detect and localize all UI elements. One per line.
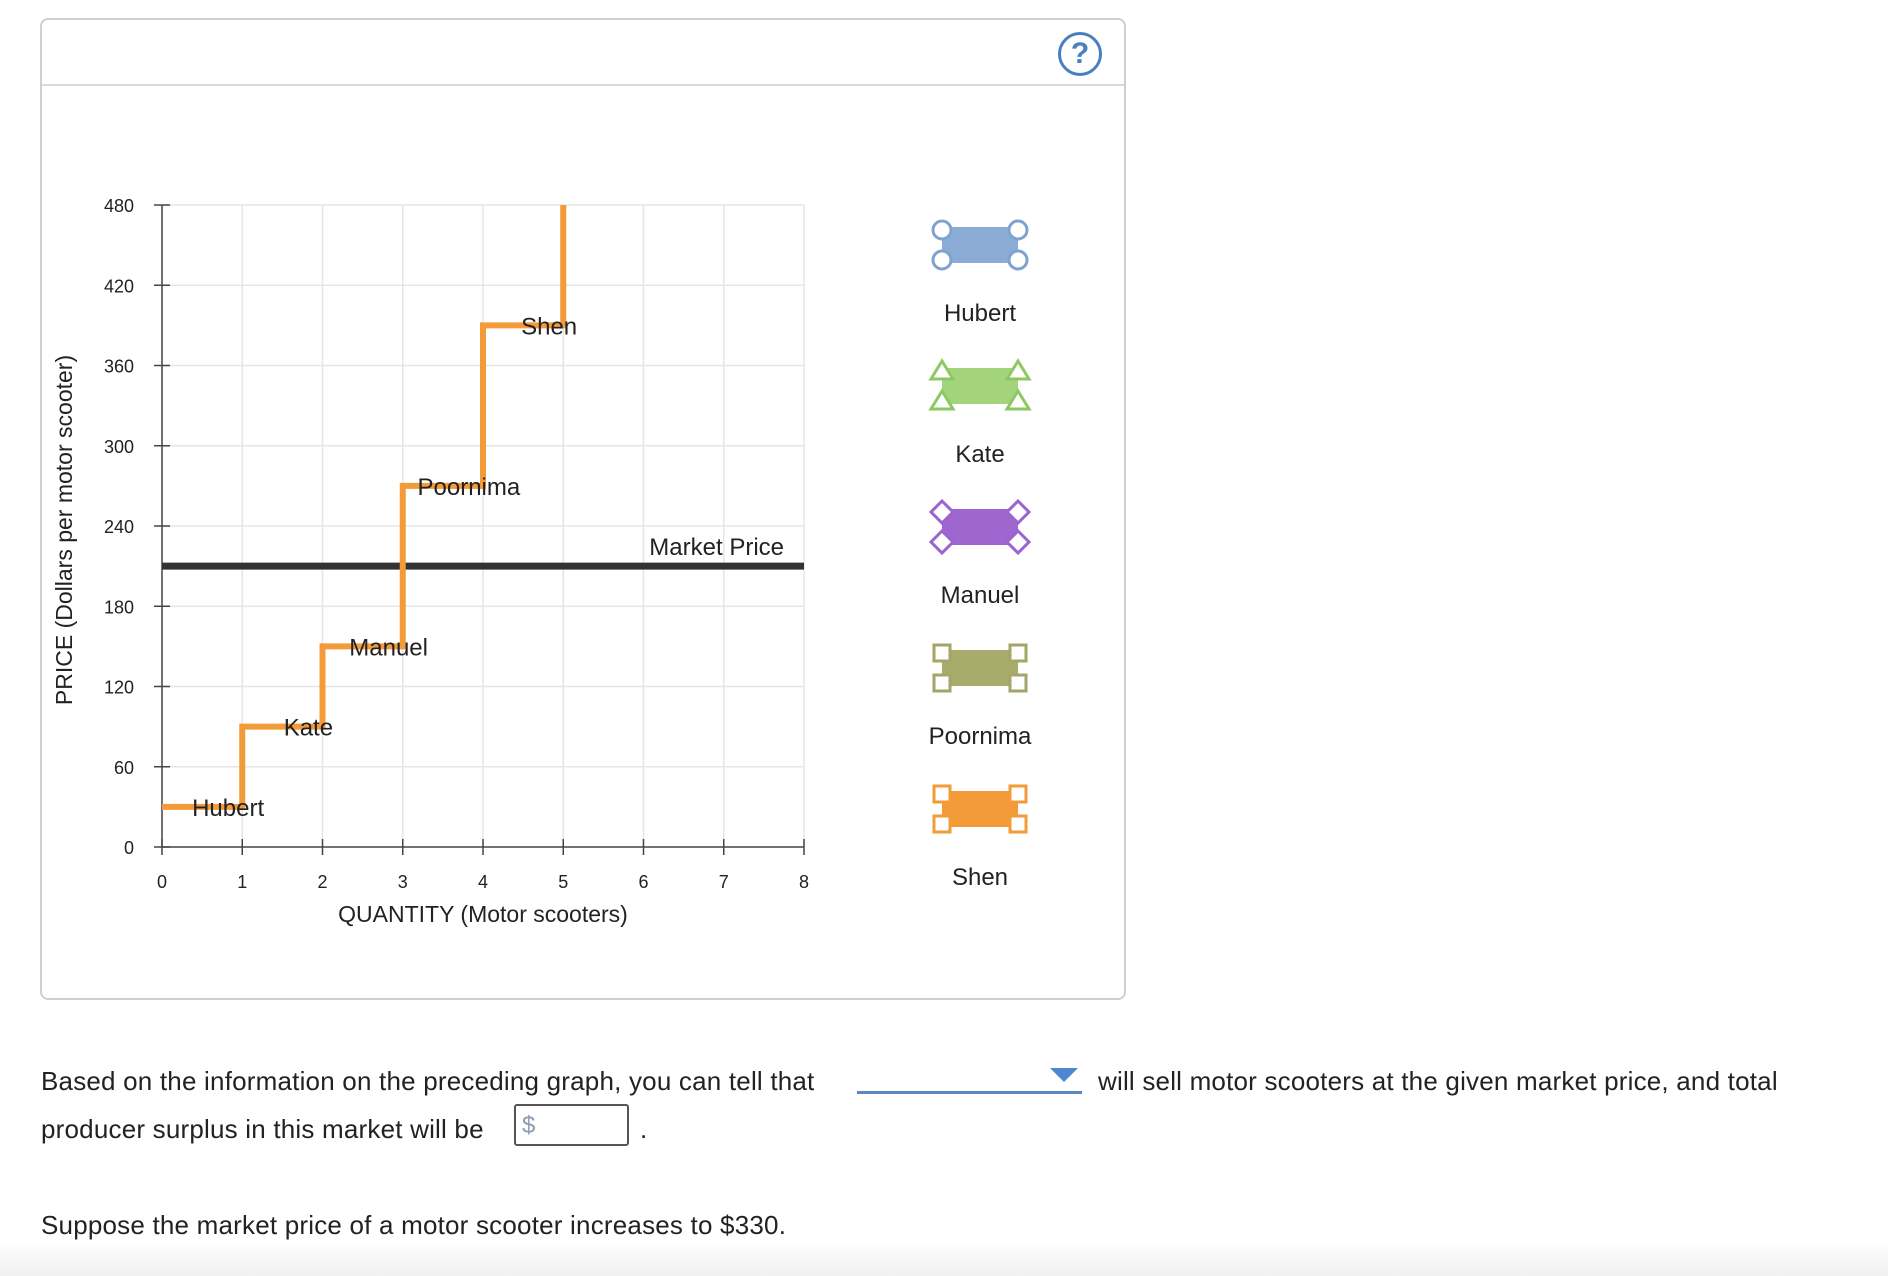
legend-marker-triangle (1004, 358, 1032, 381)
y-tick-label: 60 (114, 758, 134, 778)
y-tick-label: 480 (104, 196, 134, 216)
legend-marker-square (1008, 814, 1028, 834)
x-tick-label: 3 (398, 872, 408, 892)
dollar-sign: $ (522, 1112, 536, 1139)
legend-swatch (942, 227, 1018, 263)
legend-label: Shen (952, 864, 1008, 891)
legend-swatch (942, 791, 1018, 827)
x-tick-label: 7 (719, 872, 729, 892)
legend-marker-diamond (1004, 528, 1032, 556)
x-tick-label: 1 (237, 872, 247, 892)
panel-header-divider (42, 84, 1124, 86)
legend-marker-diamond (928, 528, 956, 556)
y-tick-label: 180 (104, 597, 134, 617)
question-text-line1-start: Based on the information on the precedin… (41, 1066, 815, 1096)
supply-curve (162, 205, 567, 810)
chart-grid (162, 204, 805, 847)
legend-label: Manuel (941, 582, 1020, 609)
x-tick-label: 8 (799, 872, 809, 892)
page-bottom-shade (0, 1240, 1888, 1276)
legend-label: Poornima (929, 723, 1032, 750)
legend-marker-circle (931, 219, 953, 241)
seller-step-label: Poornima (418, 474, 521, 501)
legend-marker-diamond (928, 498, 956, 526)
x-tick-label: 5 (558, 872, 568, 892)
help-button[interactable]: ? (1058, 32, 1102, 76)
market-price-label: Market Price (649, 534, 784, 561)
seller-step-label: Hubert (192, 795, 264, 822)
y-tick-label: 420 (104, 276, 134, 296)
legend-marker-circle (931, 249, 953, 271)
legend-swatch (942, 368, 1018, 404)
legend-marker-square (1008, 643, 1028, 663)
legend-marker-square (1008, 673, 1028, 693)
y-tick-label: 0 (124, 838, 134, 858)
seller-step-label: Kate (284, 715, 333, 742)
followup-text: Suppose the market price of a motor scoo… (41, 1210, 787, 1240)
y-tick-label: 300 (104, 437, 134, 457)
legend-item: Hubert (931, 219, 1029, 327)
legend-marker-square (932, 784, 952, 804)
seller-step-label: Shen (521, 313, 577, 340)
y-tick-label: 120 (104, 678, 134, 698)
question-text-line1-end: will sell motor scooters at the given ma… (1098, 1066, 1778, 1096)
legend-swatch (942, 650, 1018, 686)
y-axis-title: PRICE (Dollars per motor scooter) (51, 355, 77, 705)
legend-swatch (942, 509, 1018, 545)
x-tick-label: 0 (157, 872, 167, 892)
x-axis-title: QUANTITY (Motor scooters) (338, 901, 628, 927)
legend-marker-square (932, 814, 952, 834)
legend-marker-diamond (1004, 498, 1032, 526)
legend-marker-circle (1007, 249, 1029, 271)
producer-surplus-field[interactable] (542, 1108, 628, 1144)
x-tick-label: 6 (638, 872, 648, 892)
legend-marker-square (1008, 784, 1028, 804)
x-tick-label: 4 (478, 872, 488, 892)
chart-legend: Hubert Kate Manuel Poornima Shen (928, 219, 1032, 891)
legend-marker-square (932, 673, 952, 693)
producer-surplus-input-box[interactable]: $ (514, 1104, 629, 1146)
legend-label: Hubert (944, 300, 1016, 327)
legend-marker-triangle (1004, 388, 1032, 411)
legend-marker-circle (1007, 219, 1029, 241)
y-tick-label: 240 (104, 517, 134, 537)
legend-label: Kate (955, 441, 1004, 468)
y-tick-label: 360 (104, 357, 134, 377)
seller-step-label: Manuel (349, 634, 428, 661)
legend-marker-triangle (928, 358, 956, 381)
seller-select-dropdown[interactable] (857, 1062, 1082, 1094)
dropdown-arrow-icon (1050, 1068, 1078, 1082)
x-tick-label: 2 (317, 872, 327, 892)
legend-marker-square (932, 643, 952, 663)
supply-chart: 0 60 120 180 240 300 360 420 480 0 1 2 3 4 5 6 7 8 Market… (51, 196, 1032, 927)
question-text-line2: producer surplus in this market will be (41, 1114, 484, 1144)
legend-marker-triangle (928, 388, 956, 411)
legend-item: Kate (928, 358, 1032, 468)
question-period: . (640, 1114, 648, 1144)
legend-item: Shen (932, 784, 1028, 891)
legend-item: Manuel (928, 498, 1032, 609)
legend-item: Poornima (929, 643, 1032, 750)
